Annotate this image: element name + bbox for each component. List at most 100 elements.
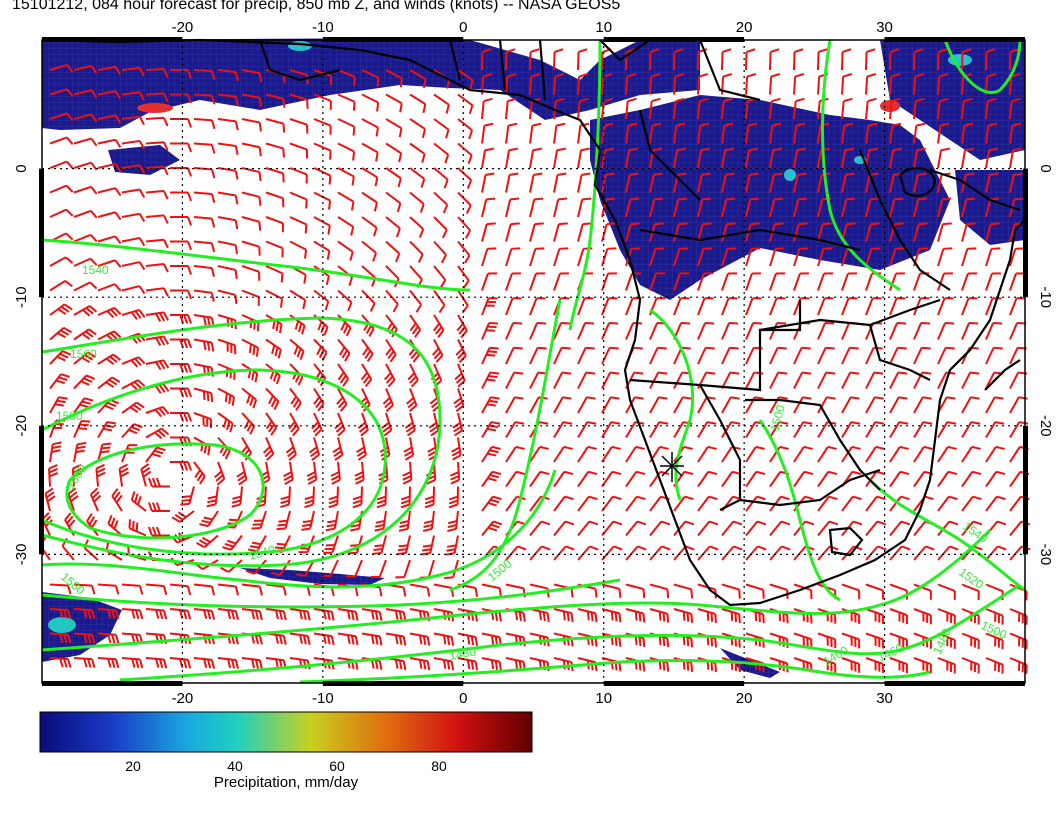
wind-barb: [841, 396, 860, 414]
wind-barb: [913, 608, 932, 625]
wind-barb: [721, 632, 741, 648]
wind-barb: [553, 445, 573, 463]
wind-barb: [241, 583, 263, 596]
axis-tick-label: 0: [459, 19, 467, 36]
wind-barb: [453, 388, 465, 412]
wind-barb: [193, 265, 215, 277]
wind-barb: [529, 321, 547, 340]
wind-barb: [601, 272, 617, 291]
wind-barb: [889, 321, 907, 340]
wind-barb: [841, 371, 860, 389]
wind-barb: [193, 118, 216, 130]
wind-barb: [121, 188, 146, 198]
wind-barb: [193, 608, 216, 620]
wind-barb: [505, 545, 527, 561]
wind-barb: [601, 97, 613, 120]
wind-barb: [985, 421, 1005, 439]
wind-barb: [817, 657, 837, 673]
frame-bar: [42, 37, 183, 42]
wind-barb: [73, 281, 98, 292]
contour-line: [41, 238, 471, 292]
wind-barb: [95, 463, 106, 487]
frame-bar: [603, 37, 745, 42]
wind-barb: [352, 486, 363, 509]
contour-line: [821, 39, 901, 292]
wind-barb: [49, 441, 62, 463]
wind-barb: [121, 583, 144, 595]
wind-barb: [44, 487, 56, 512]
wind-barb: [49, 632, 72, 644]
wind-barb: [337, 118, 356, 136]
wind-barb: [553, 321, 571, 340]
wind-barb: [193, 191, 216, 203]
wind-barb: [481, 297, 498, 316]
wind-barb: [889, 545, 911, 561]
wind-barb: [409, 583, 431, 597]
wind-barb: [145, 263, 169, 273]
height-contours: [41, 39, 1026, 684]
wind-barb: [793, 97, 805, 120]
wind-barb: [385, 167, 402, 188]
wind-barb: [697, 172, 711, 193]
wind-barb: [217, 387, 235, 406]
wind-barb: [601, 545, 623, 561]
wind-barb: [697, 470, 718, 488]
wind-barb: [217, 167, 239, 180]
wind-barb: [577, 321, 595, 340]
wind-barb: [265, 608, 287, 621]
wind-barb: [889, 97, 901, 120]
wind-barb: [601, 445, 621, 463]
wind-barb: [937, 122, 950, 144]
frame-bar: [884, 681, 1025, 686]
wind-barb: [313, 191, 332, 210]
wind-barb: [625, 470, 646, 488]
precip-south-band: [240, 568, 385, 585]
wind-barb: [130, 491, 147, 512]
wind-barb: [817, 346, 835, 365]
wind-barb: [361, 142, 379, 162]
wind-barb: [649, 48, 660, 71]
wind-barb: [457, 167, 473, 189]
wind-barb: [505, 97, 517, 120]
wind-barb: [697, 608, 717, 623]
wind-barb: [409, 142, 426, 163]
wind-barb: [145, 67, 169, 78]
wind-barb: [311, 412, 323, 437]
wind-barb: [985, 48, 996, 71]
wind-barb: [817, 247, 833, 267]
wind-barb: [649, 545, 671, 561]
wind-barb: [745, 371, 764, 389]
wind-barb: [793, 445, 813, 463]
wind-barb: [361, 338, 374, 363]
wind-barb: [937, 247, 953, 267]
wind-barb: [448, 486, 459, 509]
wind-barb: [265, 142, 285, 158]
wind-barb: [601, 297, 618, 316]
wind-barb: [145, 608, 168, 620]
wind-barb: [217, 289, 238, 304]
precip-core: [48, 617, 76, 633]
wind-barb: [313, 69, 333, 85]
wind-barb: [170, 142, 193, 153]
wind-barb: [346, 559, 363, 578]
wind-barb: [328, 486, 339, 509]
wind-barb: [289, 632, 311, 645]
wind-barb: [865, 632, 885, 649]
wind-barb: [985, 632, 1004, 650]
wind-barb: [289, 167, 308, 184]
wind-barb: [985, 321, 1003, 340]
wind-barb: [649, 247, 665, 267]
wind-barb: [865, 297, 882, 316]
wind-barb: [193, 461, 206, 485]
wind-barb: [73, 441, 87, 463]
wind-barb: [697, 97, 709, 120]
wind-barb: [865, 97, 877, 120]
wind-barb: [505, 470, 526, 488]
precip-core: [880, 100, 900, 112]
wind-barb: [385, 142, 403, 163]
wind-barb: [865, 247, 881, 267]
wind-barb: [553, 608, 574, 623]
wind-barb: [481, 97, 493, 120]
wind-barb: [529, 48, 540, 71]
wind-barb: [49, 184, 74, 194]
